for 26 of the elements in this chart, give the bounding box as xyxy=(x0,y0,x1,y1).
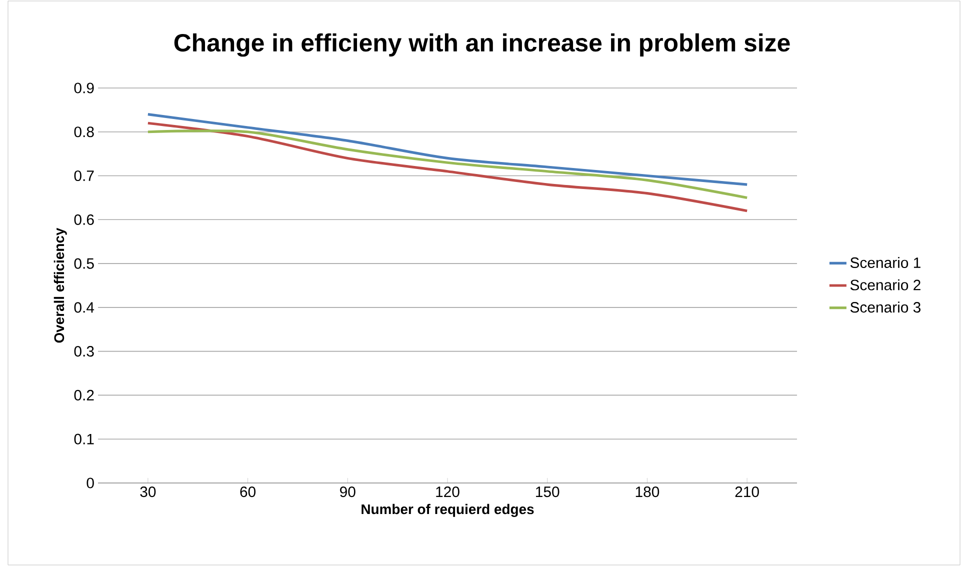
y-tick-label: 0.3 xyxy=(74,346,94,357)
line-series xyxy=(146,122,748,212)
legend-label: Scenario 2 xyxy=(850,279,920,290)
x-tick-label: 180 xyxy=(636,486,660,498)
line-series xyxy=(146,130,748,200)
x-tick-label: 90 xyxy=(340,486,356,498)
legend-label: Scenario 1 xyxy=(850,257,920,268)
y-tick-label: 0.9 xyxy=(74,82,94,94)
x-tick-label: 30 xyxy=(140,486,156,498)
y-tick-label: 0.8 xyxy=(74,126,94,138)
y-tick-label: 0.4 xyxy=(74,302,94,313)
y-axis-title: Overall efficiency xyxy=(54,228,67,343)
legend-label: Scenario 3 xyxy=(850,302,920,313)
x-tick-label: 60 xyxy=(240,486,256,498)
x-tick-label: 120 xyxy=(436,486,460,498)
y-tick-label: 0 xyxy=(86,478,94,488)
y-tick-label: 0.5 xyxy=(74,258,94,269)
x-tick-label: 210 xyxy=(735,486,759,498)
chart-title: Change in efficieny with an increase in problem size xyxy=(174,33,790,57)
x-axis-title: Number of requierd edges xyxy=(362,504,534,517)
x-tick-label: 150 xyxy=(536,486,560,498)
line-series xyxy=(146,113,748,186)
y-tick-label: 0.6 xyxy=(74,214,94,225)
y-tick-label: 0.7 xyxy=(74,170,94,182)
y-tick-label: 0.2 xyxy=(74,390,94,400)
y-tick-label: 0.1 xyxy=(74,434,94,444)
